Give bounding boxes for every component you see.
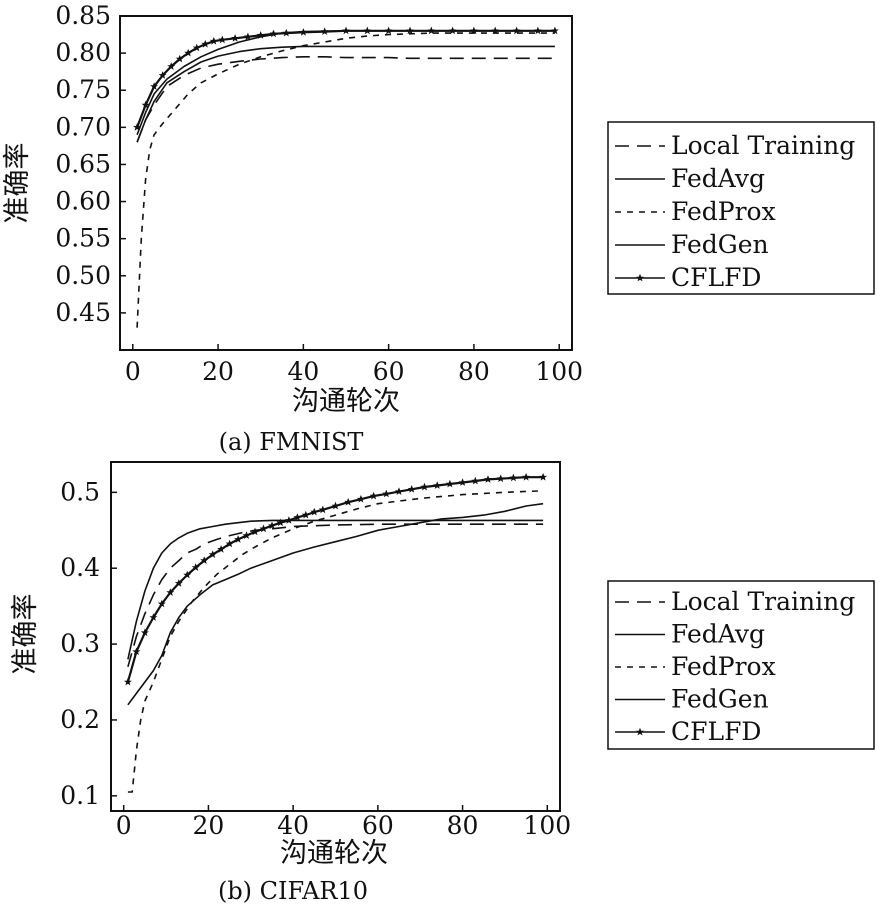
data-point-marker [395, 487, 403, 495]
data-point-marker [284, 516, 293, 524]
y-tick-label: 0.5 [60, 477, 100, 506]
series-group [123, 473, 548, 793]
data-point-marker [310, 507, 319, 516]
legend-label: Local Training [671, 131, 855, 160]
data-point-marker [369, 491, 378, 500]
x-tick-label: 100 [535, 357, 583, 386]
series-line [136, 45, 555, 143]
series-line [127, 490, 544, 793]
series-line [136, 32, 555, 328]
data-point-marker [407, 485, 416, 493]
data-point-marker [382, 489, 391, 498]
data-point-marker [282, 28, 291, 37]
data-point-marker [363, 26, 372, 35]
y-tick-label: 0.80 [55, 38, 111, 67]
tick-group: 0 20 40 60 80 100 0.45 0.50 0.55 0.60 0.65 0.70 0.75… [55, 1, 583, 386]
x-tick-label: 0 [116, 811, 132, 840]
x-tick-label: 20 [193, 811, 225, 840]
data-point-marker [539, 473, 548, 481]
data-point-marker [259, 524, 268, 533]
legend: Local Training FedAvg FedProx FedGen CFLFD [607, 121, 875, 295]
legend-label: FedGen [671, 685, 769, 714]
data-point-marker [356, 495, 365, 503]
data-point-marker [445, 479, 454, 488]
data-point-marker [123, 677, 132, 686]
y-tick-label: 0.4 [60, 553, 100, 582]
legend-box [607, 121, 875, 295]
tick-group: 0 20 40 60 80 100 0.1 0.2 0.3 0.4 0.5 [60, 477, 571, 840]
y-tick-label: 0.65 [55, 149, 111, 178]
y-tick-label: 0.75 [55, 75, 111, 104]
y-tick-label: 0.50 [55, 261, 111, 290]
chart-caption: (a) FMNIST [219, 428, 364, 456]
y-axis-title: 准确率 [10, 594, 41, 675]
legend-label: Local Training [671, 587, 855, 616]
data-point-marker [433, 481, 442, 489]
y-tick-label: 0.70 [55, 112, 111, 141]
x-tick-label: 40 [277, 811, 309, 840]
x-tick-label: 80 [458, 357, 490, 386]
data-point-marker [209, 37, 218, 45]
x-axis-title: 沟通轮次 [280, 838, 388, 869]
data-point-marker [299, 28, 308, 36]
y-tick-label: 0.45 [55, 298, 111, 327]
y-tick-label: 0.60 [55, 187, 111, 216]
legend: Local Training FedAvg FedProx FedGen CFLFD [607, 580, 875, 750]
x-tick-label: 80 [447, 811, 479, 840]
y-tick-label: 0.2 [60, 705, 100, 734]
chart-panel-a: 0 20 40 60 80 100 0.45 0.50 0.55 0.60 0.65 0.70 0.75… [2, 1, 875, 456]
data-point-marker [420, 482, 429, 491]
series-line [127, 519, 544, 660]
data-point-marker [318, 505, 327, 514]
data-point-marker [320, 27, 329, 35]
x-axis-title: 沟通轮次 [292, 386, 400, 417]
data-point-marker [218, 35, 227, 44]
legend-label: FedProx [671, 652, 776, 681]
legend-label: CFLFD [671, 717, 761, 746]
series-line [136, 29, 555, 128]
plot-frame [110, 461, 561, 812]
series-line [126, 476, 544, 683]
legend-label: CFLFD [671, 263, 761, 292]
series-line [127, 523, 544, 668]
chart-caption: (b) CIFAR10 [218, 877, 368, 905]
series-line [127, 502, 544, 706]
data-point-marker [458, 478, 467, 486]
x-tick-label: 60 [373, 357, 405, 386]
y-tick-label: 0.55 [55, 224, 111, 253]
x-tick-label: 40 [287, 357, 319, 386]
plot-frame [119, 15, 573, 351]
x-tick-label: 20 [202, 357, 234, 386]
data-point-marker [509, 473, 518, 482]
data-point-marker [231, 34, 240, 42]
series-group [133, 26, 559, 328]
data-point-marker [344, 498, 353, 506]
data-point-marker [301, 510, 310, 519]
legend-label: FedAvg [671, 164, 765, 193]
legend-box [607, 580, 875, 750]
y-tick-label: 0.3 [60, 629, 100, 658]
data-point-marker [384, 26, 393, 35]
data-point-marker [484, 475, 492, 483]
series-line [136, 55, 555, 143]
chart-panel-b: 0 20 40 60 80 100 0.1 0.2 0.3 0.4 0.5 沟通轮次 准确率 (b)… [10, 461, 875, 905]
x-tick-label: 0 [125, 357, 141, 386]
data-point-marker [522, 473, 531, 481]
y-tick-label: 0.1 [60, 781, 100, 810]
y-axis-title: 准确率 [2, 143, 33, 224]
data-point-marker [269, 29, 278, 38]
legend-label: FedGen [671, 230, 769, 259]
data-point-marker [533, 26, 542, 35]
legend-label: FedAvg [671, 620, 765, 649]
data-point-marker [342, 26, 350, 35]
data-point-marker [331, 501, 340, 510]
data-point-marker [496, 474, 505, 483]
legend-label: FedProx [671, 197, 776, 226]
x-tick-label: 100 [523, 811, 571, 840]
data-point-marker [471, 476, 480, 485]
y-tick-label: 0.85 [55, 1, 111, 30]
x-tick-label: 60 [362, 811, 394, 840]
